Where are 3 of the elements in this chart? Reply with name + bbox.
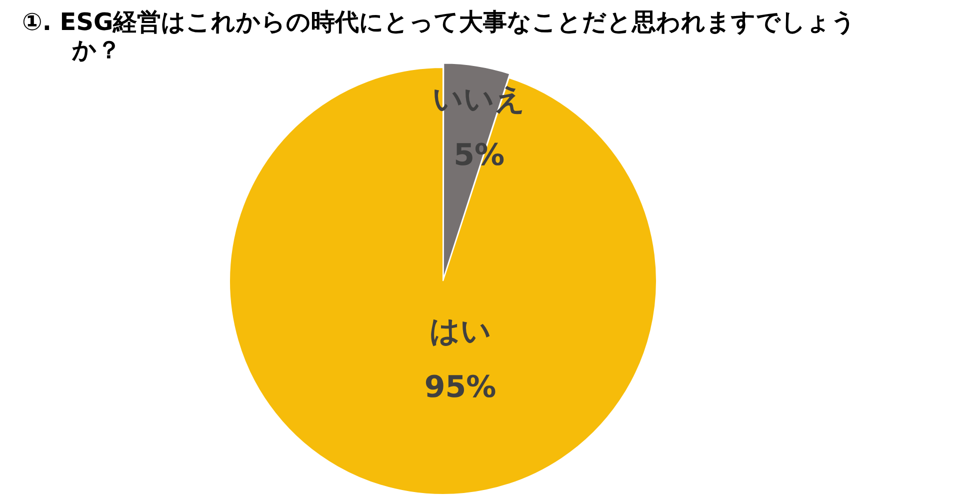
data-label: 95% xyxy=(424,370,496,405)
chart-title: ①. ESG経営はこれからの時代にとって大事なことだと思われますでしょうか？ xyxy=(22,8,858,64)
slice-label: はい xyxy=(429,314,492,349)
